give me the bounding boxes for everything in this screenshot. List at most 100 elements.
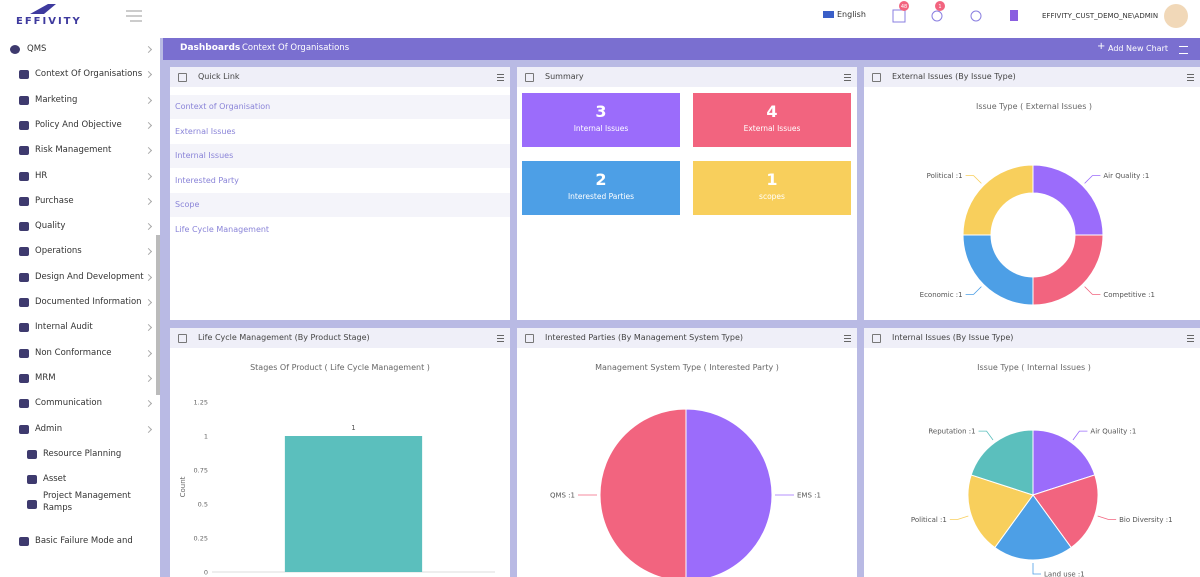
menu-item[interactable]: Quality (35, 221, 66, 232)
quick-link[interactable]: External Issues (170, 119, 510, 144)
tile-value: 3 (595, 102, 607, 121)
slice-label: Reputation :1 (928, 428, 975, 436)
chevron (144, 298, 153, 307)
y-tick-label: 1 (204, 433, 208, 441)
panel-header: Internal Issues (By Issue Type) (864, 328, 1200, 348)
quick-link[interactable]: Internal Issues (170, 144, 510, 168)
add-chart[interactable]: Add New Chart (1108, 44, 1169, 53)
chevron (144, 273, 153, 281)
menu-item[interactable]: MRM (35, 372, 56, 383)
summary-tile[interactable]: 4 External Issues (693, 93, 851, 147)
submenu-item[interactable]: Project Management Ramps (43, 491, 131, 513)
tile-label: Interested Parties (567, 192, 635, 201)
slice-label: Land use :1 (1044, 571, 1085, 577)
tile-value: 1 (766, 170, 778, 189)
badge-bg (899, 1, 909, 11)
summary-tile[interactable]: 2 Interested Parties (522, 161, 680, 215)
menu-item[interactable]: Design And Development (35, 271, 144, 282)
menu-item[interactable]: Marketing (35, 94, 78, 105)
panel-menu[interactable] (497, 74, 504, 81)
help-icon[interactable] (970, 10, 982, 22)
submenu-item[interactable]: Basic Failure Mode and (35, 536, 133, 546)
scrollbar (156, 235, 160, 395)
panel-header: Summary (517, 67, 857, 87)
y-axis-label: Count (179, 476, 187, 497)
menu-item[interactable]: Risk Management (35, 145, 112, 156)
menu-item[interactable]: Communication (35, 398, 102, 409)
flag-icon (823, 11, 834, 18)
quick-link[interactable]: Context of Organisation (170, 95, 510, 119)
toolbar-title: Dashboards (180, 43, 241, 53)
header: EFFIVITY English 48 1 EFFIVITY_CUST_DEMO… (0, 0, 1200, 38)
panel-menu[interactable] (844, 74, 851, 81)
menu-item[interactable]: Documented Information (35, 297, 142, 307)
chevron (144, 96, 153, 104)
language[interactable]: English (837, 10, 866, 19)
quick-link[interactable]: Interested Party (170, 168, 510, 193)
menu-item[interactable]: Purchase (35, 195, 74, 206)
user-icon[interactable] (931, 10, 943, 22)
quick-link[interactable]: Scope (170, 193, 510, 217)
avatar[interactable] (1164, 4, 1188, 28)
menu-item[interactable]: Policy And Objective (35, 119, 122, 130)
chevron (144, 172, 153, 180)
summary-tile[interactable]: 3 Internal Issues (522, 93, 680, 147)
bookmark-icon[interactable] (1010, 10, 1018, 21)
panel-menu[interactable] (1187, 74, 1194, 81)
panel-header: Interested Parties (By Management System… (517, 328, 857, 348)
menu-item[interactable]: Non Conformance (35, 347, 112, 358)
menu-item[interactable]: HR (35, 170, 48, 181)
panel-icon (178, 334, 187, 343)
header-graphics: EFFIVITY English 48 1 EFFIVITY_CUST_DEMO… (16, 1, 1188, 28)
summary-tile[interactable]: 1 scopes (693, 161, 851, 215)
slice-label: Political :1 (927, 172, 963, 180)
context-select[interactable]: Context Of Organisations (242, 43, 350, 53)
tile-value: 4 (766, 102, 778, 121)
task-icon[interactable] (892, 9, 906, 23)
menu-item[interactable]: Admin (35, 423, 63, 434)
panel-icon (525, 73, 534, 82)
chevron (144, 197, 153, 205)
menu-icon (19, 222, 29, 232)
panel-title: Internal Issues (By Issue Type) (892, 333, 1014, 342)
toolbar: Dashboards Context Of Organisations + Ad… (163, 38, 1200, 60)
menu-item[interactable]: Internal Audit (35, 322, 93, 333)
slice (1032, 474, 1099, 549)
chevron (144, 147, 153, 155)
panel-menu[interactable] (1187, 335, 1194, 342)
panel-icon (872, 73, 881, 82)
data-label: 1 (351, 424, 355, 432)
leader-line (1072, 430, 1088, 441)
chevron (144, 400, 153, 408)
panel-menu[interactable] (844, 335, 851, 342)
slice-label: QMS :1 (550, 492, 575, 500)
chevron (144, 248, 153, 256)
bar (284, 436, 423, 572)
menu-item[interactable]: Operations (35, 246, 82, 257)
hamburger[interactable] (126, 10, 142, 22)
tile-value: 2 (595, 170, 607, 189)
menu-item[interactable]: QMS (27, 44, 47, 54)
chart-title: Issue Type ( External Issues ) (976, 102, 1092, 111)
quick-link[interactable]: Life Cycle Management (170, 217, 510, 242)
panel-title: Quick Link (198, 72, 240, 81)
panel: Summary 3 Internal Issues 4 External Issues 2… (517, 67, 857, 320)
chevron (144, 425, 153, 433)
toolbar-menu[interactable] (1179, 46, 1188, 54)
panel-menu[interactable] (497, 335, 504, 342)
submenu-item[interactable]: Asset (43, 474, 67, 484)
panel-header: Quick Link (170, 67, 510, 87)
menu-icon (19, 95, 29, 105)
chart-title: Issue Type ( Internal Issues ) (977, 363, 1091, 372)
chevron (144, 324, 153, 332)
user-name[interactable]: EFFIVITY_CUST_DEMO_NE\ADMIN (1042, 12, 1158, 20)
menu-icon (19, 298, 29, 307)
panel-header: Life Cycle Management (By Product Stage) (170, 328, 510, 348)
submenu-item[interactable]: Resource Planning (43, 449, 122, 459)
menu-item[interactable]: Context Of Organisations (35, 69, 143, 80)
slice-label: Political :1 (911, 516, 947, 524)
menu-icon (10, 45, 20, 54)
slice (685, 408, 773, 577)
y-tick-label: 0 (204, 569, 208, 577)
